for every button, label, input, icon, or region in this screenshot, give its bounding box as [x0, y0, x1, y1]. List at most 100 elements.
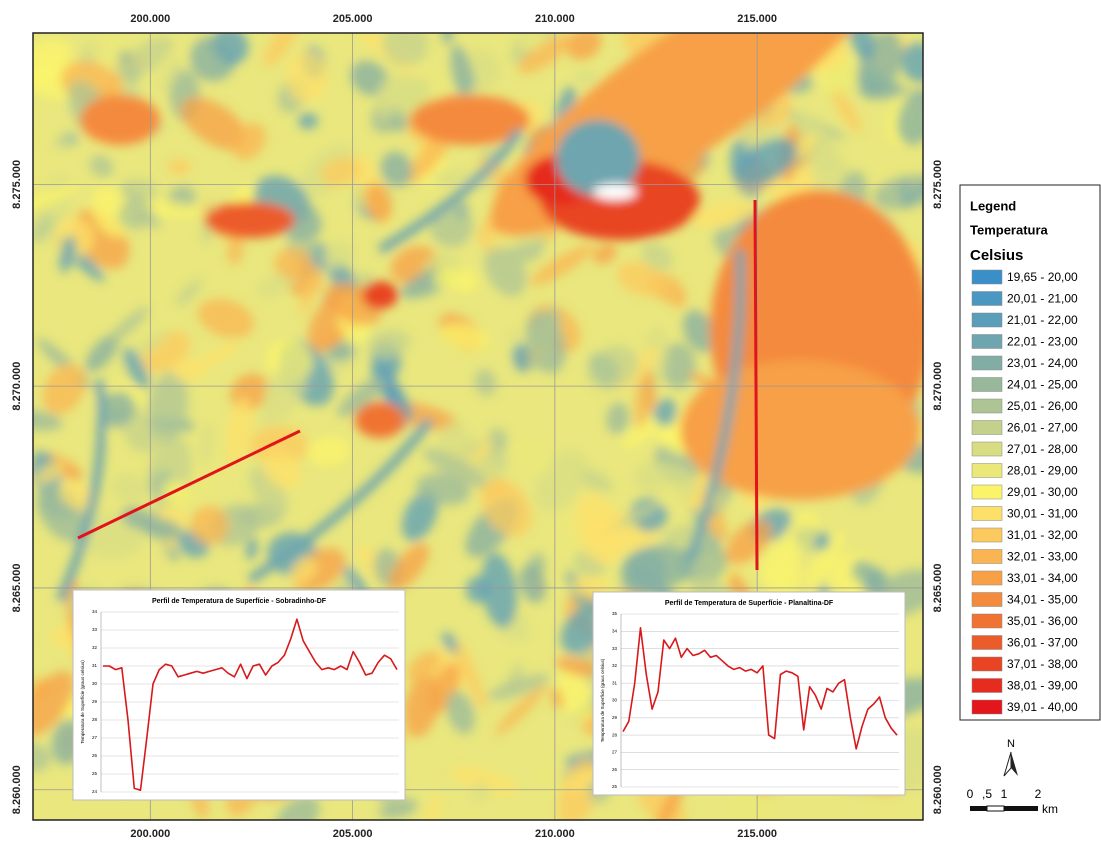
inset-y-tick-label: 34 — [612, 628, 618, 633]
inset-y-tick-label: 29 — [92, 699, 98, 704]
inset-y-tick-label: 32 — [612, 663, 618, 668]
legend-swatch — [972, 507, 1002, 521]
inset-y-label: Temperatura de Superfície (graus celsius… — [600, 658, 605, 742]
x-tick-label: 205.000 — [333, 828, 373, 840]
arrow-left — [1004, 752, 1011, 776]
legend-label: 20,01 - 21,00 — [1007, 292, 1078, 306]
raster-patch — [593, 184, 637, 200]
scale-label: 0 — [967, 787, 974, 801]
inset-y-tick-label: 29 — [612, 715, 618, 720]
inset-y-tick-label: 33 — [92, 627, 98, 632]
legend-swatch — [972, 292, 1002, 306]
inset-y-tick-label: 24 — [92, 789, 98, 794]
inset-y-tick-label: 25 — [92, 771, 98, 776]
legend-swatch — [972, 636, 1002, 650]
legend-label: 38,01 - 39,00 — [1007, 679, 1078, 693]
legend-label: 30,01 - 31,00 — [1007, 507, 1078, 521]
legend-label: 23,01 - 24,00 — [1007, 356, 1078, 370]
legend-swatch — [972, 464, 1002, 478]
inset-y-tick-label: 35 — [612, 611, 618, 616]
scale-seg — [987, 806, 1004, 811]
inset-y-tick-label: 32 — [92, 645, 98, 650]
north-arrow: N — [1004, 738, 1018, 776]
legend-swatch — [972, 593, 1002, 607]
inset-y-tick-label: 26 — [612, 767, 618, 772]
raster-patch — [80, 95, 160, 145]
inset-y-tick-label: 30 — [612, 698, 618, 703]
legend-label: 19,65 - 20,00 — [1007, 270, 1078, 284]
inset-y-tick-label: 31 — [92, 663, 98, 668]
legend-subtitle: Temperatura — [970, 222, 1049, 237]
x-tick-label: 205.000 — [333, 13, 373, 25]
inset-y-tick-label: 34 — [92, 609, 98, 614]
inset-y-label: Temperatura de Superfície (graus celsius… — [80, 660, 85, 744]
raster-patch — [362, 281, 398, 309]
legend-swatch — [972, 679, 1002, 693]
x-tick-label: 215.000 — [737, 828, 777, 840]
legend: Legend Temperatura Celsius 19,65 - 20,00… — [960, 185, 1100, 720]
legend-swatch — [972, 335, 1002, 349]
legend-label: 31,01 - 32,00 — [1007, 528, 1078, 542]
legend-label: 33,01 - 34,00 — [1007, 571, 1078, 585]
x-tick-label: 200.000 — [130, 828, 170, 840]
legend-label: 32,01 - 33,00 — [1007, 550, 1078, 564]
legend-label: 35,01 - 36,00 — [1007, 614, 1078, 628]
inset-y-tick-label: 28 — [612, 732, 618, 737]
legend-label: 29,01 - 30,00 — [1007, 485, 1078, 499]
y-tick-label: 8.275.000 — [932, 160, 944, 209]
scale-label: ,5 — [982, 787, 992, 801]
inset-box — [593, 592, 905, 795]
raster-patch — [383, 23, 429, 66]
legend-title: Legend — [970, 198, 1016, 213]
raster-patch — [355, 402, 405, 438]
scale-seg — [970, 806, 987, 811]
inset-box — [73, 590, 405, 800]
inset-y-tick-label: 27 — [612, 750, 618, 755]
legend-label: 39,01 - 40,00 — [1007, 700, 1078, 714]
scale-label: 1 — [1001, 787, 1008, 801]
y-tick-label: 8.265.000 — [11, 563, 23, 612]
legend-swatch — [972, 442, 1002, 456]
x-tick-label: 200.000 — [130, 13, 170, 25]
arrow-right — [1011, 752, 1018, 776]
inset-y-tick-label: 27 — [92, 735, 98, 740]
legend-label: 25,01 - 26,00 — [1007, 399, 1078, 413]
y-tick-label: 8.260.000 — [11, 765, 23, 814]
north-label: N — [1007, 738, 1015, 750]
legend-swatch — [972, 550, 1002, 564]
inset-y-tick-label: 28 — [92, 717, 98, 722]
scale-bar: 0 ,5 1 2 km — [967, 787, 1058, 816]
legend-label: 36,01 - 37,00 — [1007, 636, 1078, 650]
legend-swatch — [972, 485, 1002, 499]
inset-y-tick-label: 33 — [612, 646, 618, 651]
inset-y-tick-label: 26 — [92, 753, 98, 758]
legend-label: 21,01 - 22,00 — [1007, 313, 1078, 327]
legend-label: 37,01 - 38,00 — [1007, 657, 1078, 671]
legend-swatch — [972, 270, 1002, 284]
page: 200.000 200.000 205.000 205.000 210.000 210.0… — [0, 0, 1101, 841]
x-tick-label: 210.000 — [535, 13, 575, 25]
legend-unit: Celsius — [970, 247, 1023, 264]
legend-label: 28,01 - 29,00 — [1007, 464, 1078, 478]
legend-swatch — [972, 700, 1002, 714]
inset-y-tick-label: 25 — [612, 784, 618, 789]
profile-line — [755, 200, 757, 570]
legend-label: 22,01 - 23,00 — [1007, 335, 1078, 349]
legend-swatch — [972, 528, 1002, 542]
scale-seg — [1004, 806, 1038, 811]
legend-label: 34,01 - 35,00 — [1007, 593, 1078, 607]
legend-swatch — [972, 356, 1002, 370]
inset-y-tick-label: 31 — [612, 680, 618, 685]
x-tick-label: 210.000 — [535, 828, 575, 840]
legend-swatch — [972, 657, 1002, 671]
scale-label: 2 — [1035, 787, 1042, 801]
legend-swatch — [972, 378, 1002, 392]
y-tick-label: 8.265.000 — [932, 563, 944, 612]
legend-swatch — [972, 421, 1002, 435]
legend-swatch — [972, 399, 1002, 413]
scale-unit: km — [1042, 802, 1058, 816]
legend-label: 26,01 - 27,00 — [1007, 421, 1078, 435]
y-tick-label: 8.270.000 — [11, 362, 23, 411]
legend-label: 27,01 - 28,00 — [1007, 442, 1078, 456]
x-tick-label: 215.000 — [737, 13, 777, 25]
